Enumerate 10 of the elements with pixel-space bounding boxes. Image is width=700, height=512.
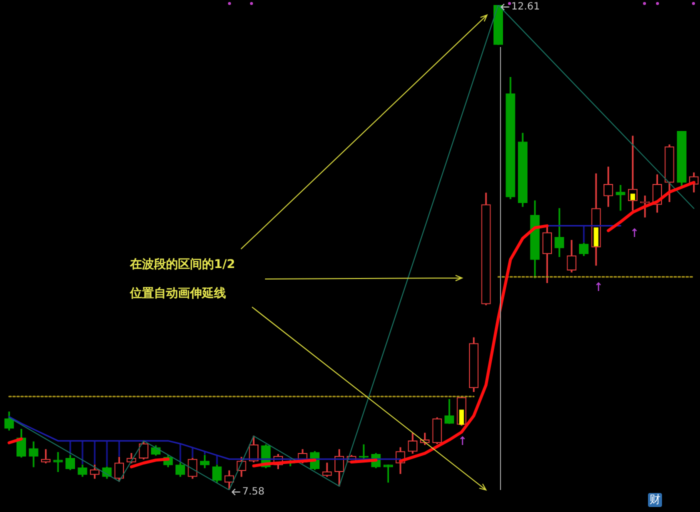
annotation: 12.61 bbox=[511, 2, 540, 13]
bar bbox=[594, 227, 598, 246]
badge-icon: 财 bbox=[648, 493, 662, 507]
bar bbox=[630, 194, 636, 200]
candlestick bbox=[53, 452, 63, 472]
annotation: 在波段的区间的1/2 bbox=[129, 257, 236, 272]
annotation: 7.58 bbox=[242, 486, 264, 498]
bar bbox=[459, 410, 464, 425]
annotation: 位置自动画伸延线 bbox=[129, 286, 226, 300]
candlestick bbox=[616, 184, 626, 211]
